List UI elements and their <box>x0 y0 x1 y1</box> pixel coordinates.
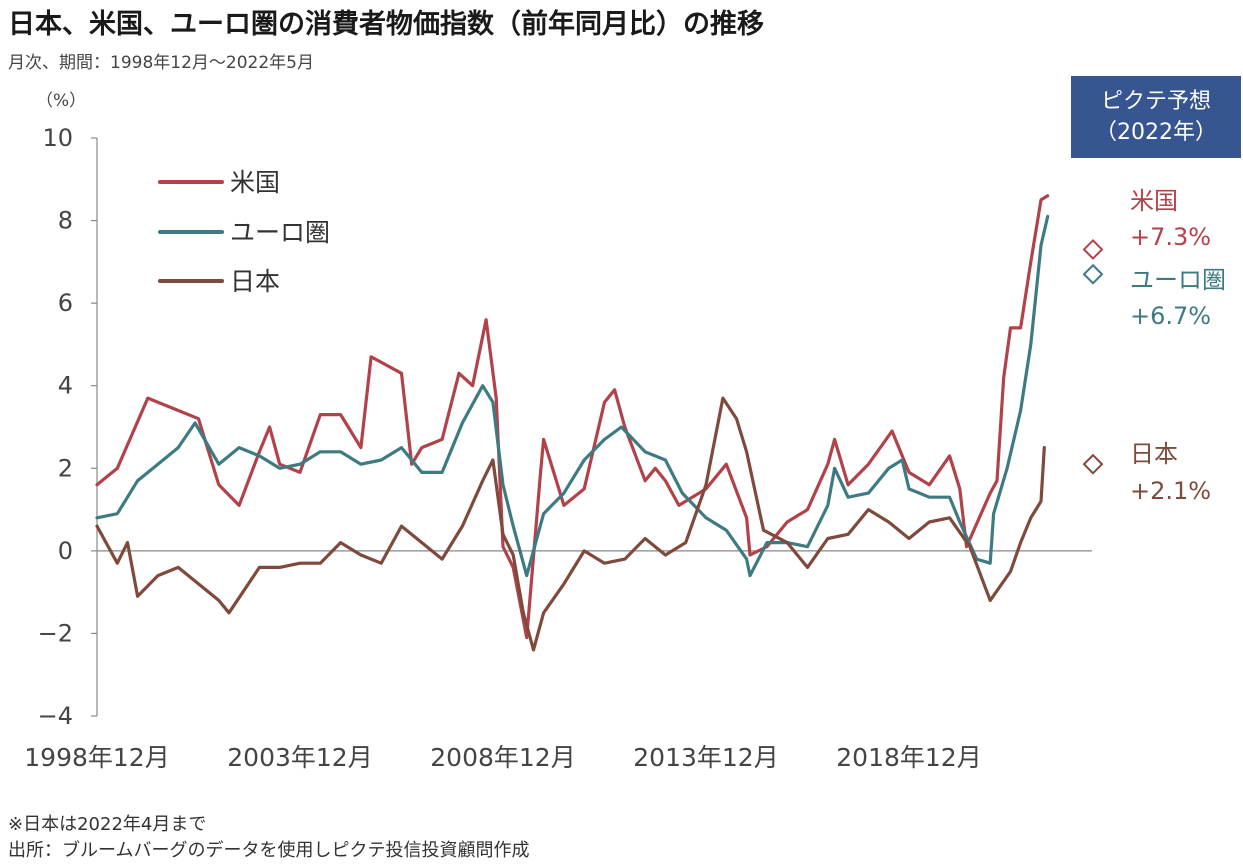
y-tick-label: 0 <box>58 537 73 565</box>
forecast-box: ピクテ予想 （2022年） <box>1071 76 1241 158</box>
forecast-label-value: +7.3% <box>1130 223 1211 251</box>
y-tick-label: −2 <box>38 619 73 647</box>
footnotes: ※日本は2022年4月まで 出所：ブルームバーグのデータを使用しピクテ投信投資顧… <box>8 812 529 864</box>
x-tick-label: 2018年12月 <box>836 743 981 772</box>
x-tick-label: 2013年12月 <box>633 743 778 772</box>
forecast-marker-euro <box>1082 263 1104 285</box>
series-line-euro <box>95 214 1050 578</box>
forecast-box-year: （2022年） <box>1095 120 1217 145</box>
y-tick-label: 10 <box>42 124 73 152</box>
x-tick-label: 2003年12月 <box>227 743 372 772</box>
forecast-layer: 米国 +7.3% ユーロ圏 +6.7% 日本 +2.1% <box>1082 187 1226 505</box>
axes: 10 8 6 4 2 0 −2 −4 1998年12月 2003年12月 2008年12月 2013年… <box>24 124 1092 772</box>
forecast-label-value: +2.1% <box>1130 477 1211 505</box>
forecast-marker-us <box>1082 239 1104 260</box>
forecast-label-value: +6.7% <box>1130 302 1211 330</box>
y-tick-label: 2 <box>58 454 73 482</box>
chart-subtitle: 月次、期間：1998年12月～2022年5月 <box>8 53 314 73</box>
y-unit-label: （%） <box>36 91 86 111</box>
forecast-label-name: 米国 <box>1130 187 1178 215</box>
y-tick-label: 8 <box>58 207 73 235</box>
legend-label-us: 米国 <box>230 168 280 197</box>
legend-label-euro: ユーロ圏 <box>230 218 330 247</box>
x-tick-label: 1998年12月 <box>24 743 169 772</box>
y-tick-label: 6 <box>58 289 73 317</box>
forecast-label-name: ユーロ圏 <box>1130 266 1226 294</box>
footnote-japan: ※日本は2022年4月まで <box>8 814 207 835</box>
forecast-box-title: ピクテ予想 <box>1100 89 1211 114</box>
x-tick-label: 2008年12月 <box>430 743 575 772</box>
forecast-marker-japan <box>1082 453 1104 475</box>
y-tick-label: −4 <box>38 702 73 730</box>
series-line-japan <box>95 396 1046 652</box>
chart-title: 日本、米国、ユーロ圏の消費者物価指数（前年同月比）の推移 <box>8 9 764 40</box>
series-layer <box>95 194 1050 652</box>
legend-label-japan: 日本 <box>230 267 280 296</box>
source-note: 出所：ブルームバーグのデータを使用しピクテ投信投資顧問作成 <box>8 840 530 861</box>
forecast-label-name: 日本 <box>1130 440 1178 468</box>
y-tick-label: 4 <box>58 372 73 400</box>
